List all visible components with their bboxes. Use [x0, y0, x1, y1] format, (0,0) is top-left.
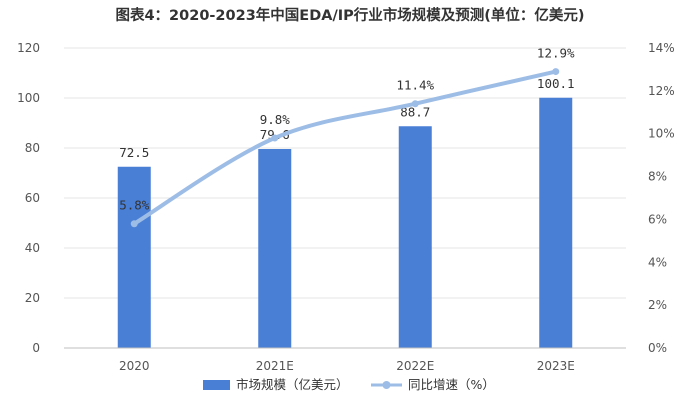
line-data-label: 9.8% [260, 112, 291, 127]
right-tick-label: 12% [648, 84, 675, 98]
x-tick-label: 2021E [256, 359, 294, 373]
legend-bar-label: 市场规模（亿美元） [236, 377, 349, 392]
growth-line [132, 69, 558, 226]
left-y-axis: 0 20 40 60 80 100 120 [17, 41, 40, 355]
legend-line-label: 同比增速（%） [408, 377, 495, 392]
right-tick-label: 6% [648, 212, 667, 226]
x-axis: 2020 2021E 2022E 2023E [64, 347, 626, 373]
line-point [552, 68, 560, 76]
x-tick-label: 2022E [396, 359, 434, 373]
right-tick-label: 0% [648, 341, 667, 355]
bar [398, 126, 432, 348]
left-tick-label: 20 [25, 291, 40, 305]
line-data-label: 11.4% [396, 78, 434, 93]
line-data-label: 12.9% [537, 46, 575, 61]
right-tick-label: 4% [648, 255, 667, 269]
line-point [130, 220, 138, 228]
x-tick-label: 2020 [119, 359, 150, 373]
line-data-label: 5.8% [119, 198, 150, 213]
right-y-axis: 0% 2% 4% 6% 8% 10% 12% 14% [648, 41, 675, 355]
line-point [411, 100, 419, 108]
line-point [271, 134, 279, 142]
left-tick-label: 80 [25, 141, 40, 155]
bar-data-label: 72.5 [119, 145, 149, 160]
legend: 市场规模（亿美元） 同比增速（%） [203, 377, 495, 392]
left-tick-label: 120 [17, 41, 40, 55]
line-series: 5.8% 9.8% 11.4% 12.9% [119, 46, 575, 228]
left-tick-label: 0 [32, 341, 40, 355]
right-tick-label: 2% [648, 298, 667, 312]
bar [258, 149, 292, 348]
bar-data-label: 100.1 [537, 76, 575, 91]
chart-title: 图表4：2020-2023年中国EDA/IP行业市场规模及预测(单位：亿美元) [115, 8, 585, 24]
x-tick-label: 2023E [537, 359, 575, 373]
right-tick-label: 10% [648, 127, 675, 141]
left-tick-label: 100 [17, 91, 40, 105]
legend-bar-swatch [203, 380, 230, 390]
left-tick-label: 60 [25, 191, 40, 205]
bar [539, 97, 573, 348]
bar [117, 166, 151, 348]
left-tick-label: 40 [25, 241, 40, 255]
right-tick-label: 8% [648, 170, 667, 184]
bar-data-label: 88.7 [400, 104, 430, 119]
right-tick-label: 14% [648, 41, 675, 55]
legend-line-marker [382, 381, 391, 389]
